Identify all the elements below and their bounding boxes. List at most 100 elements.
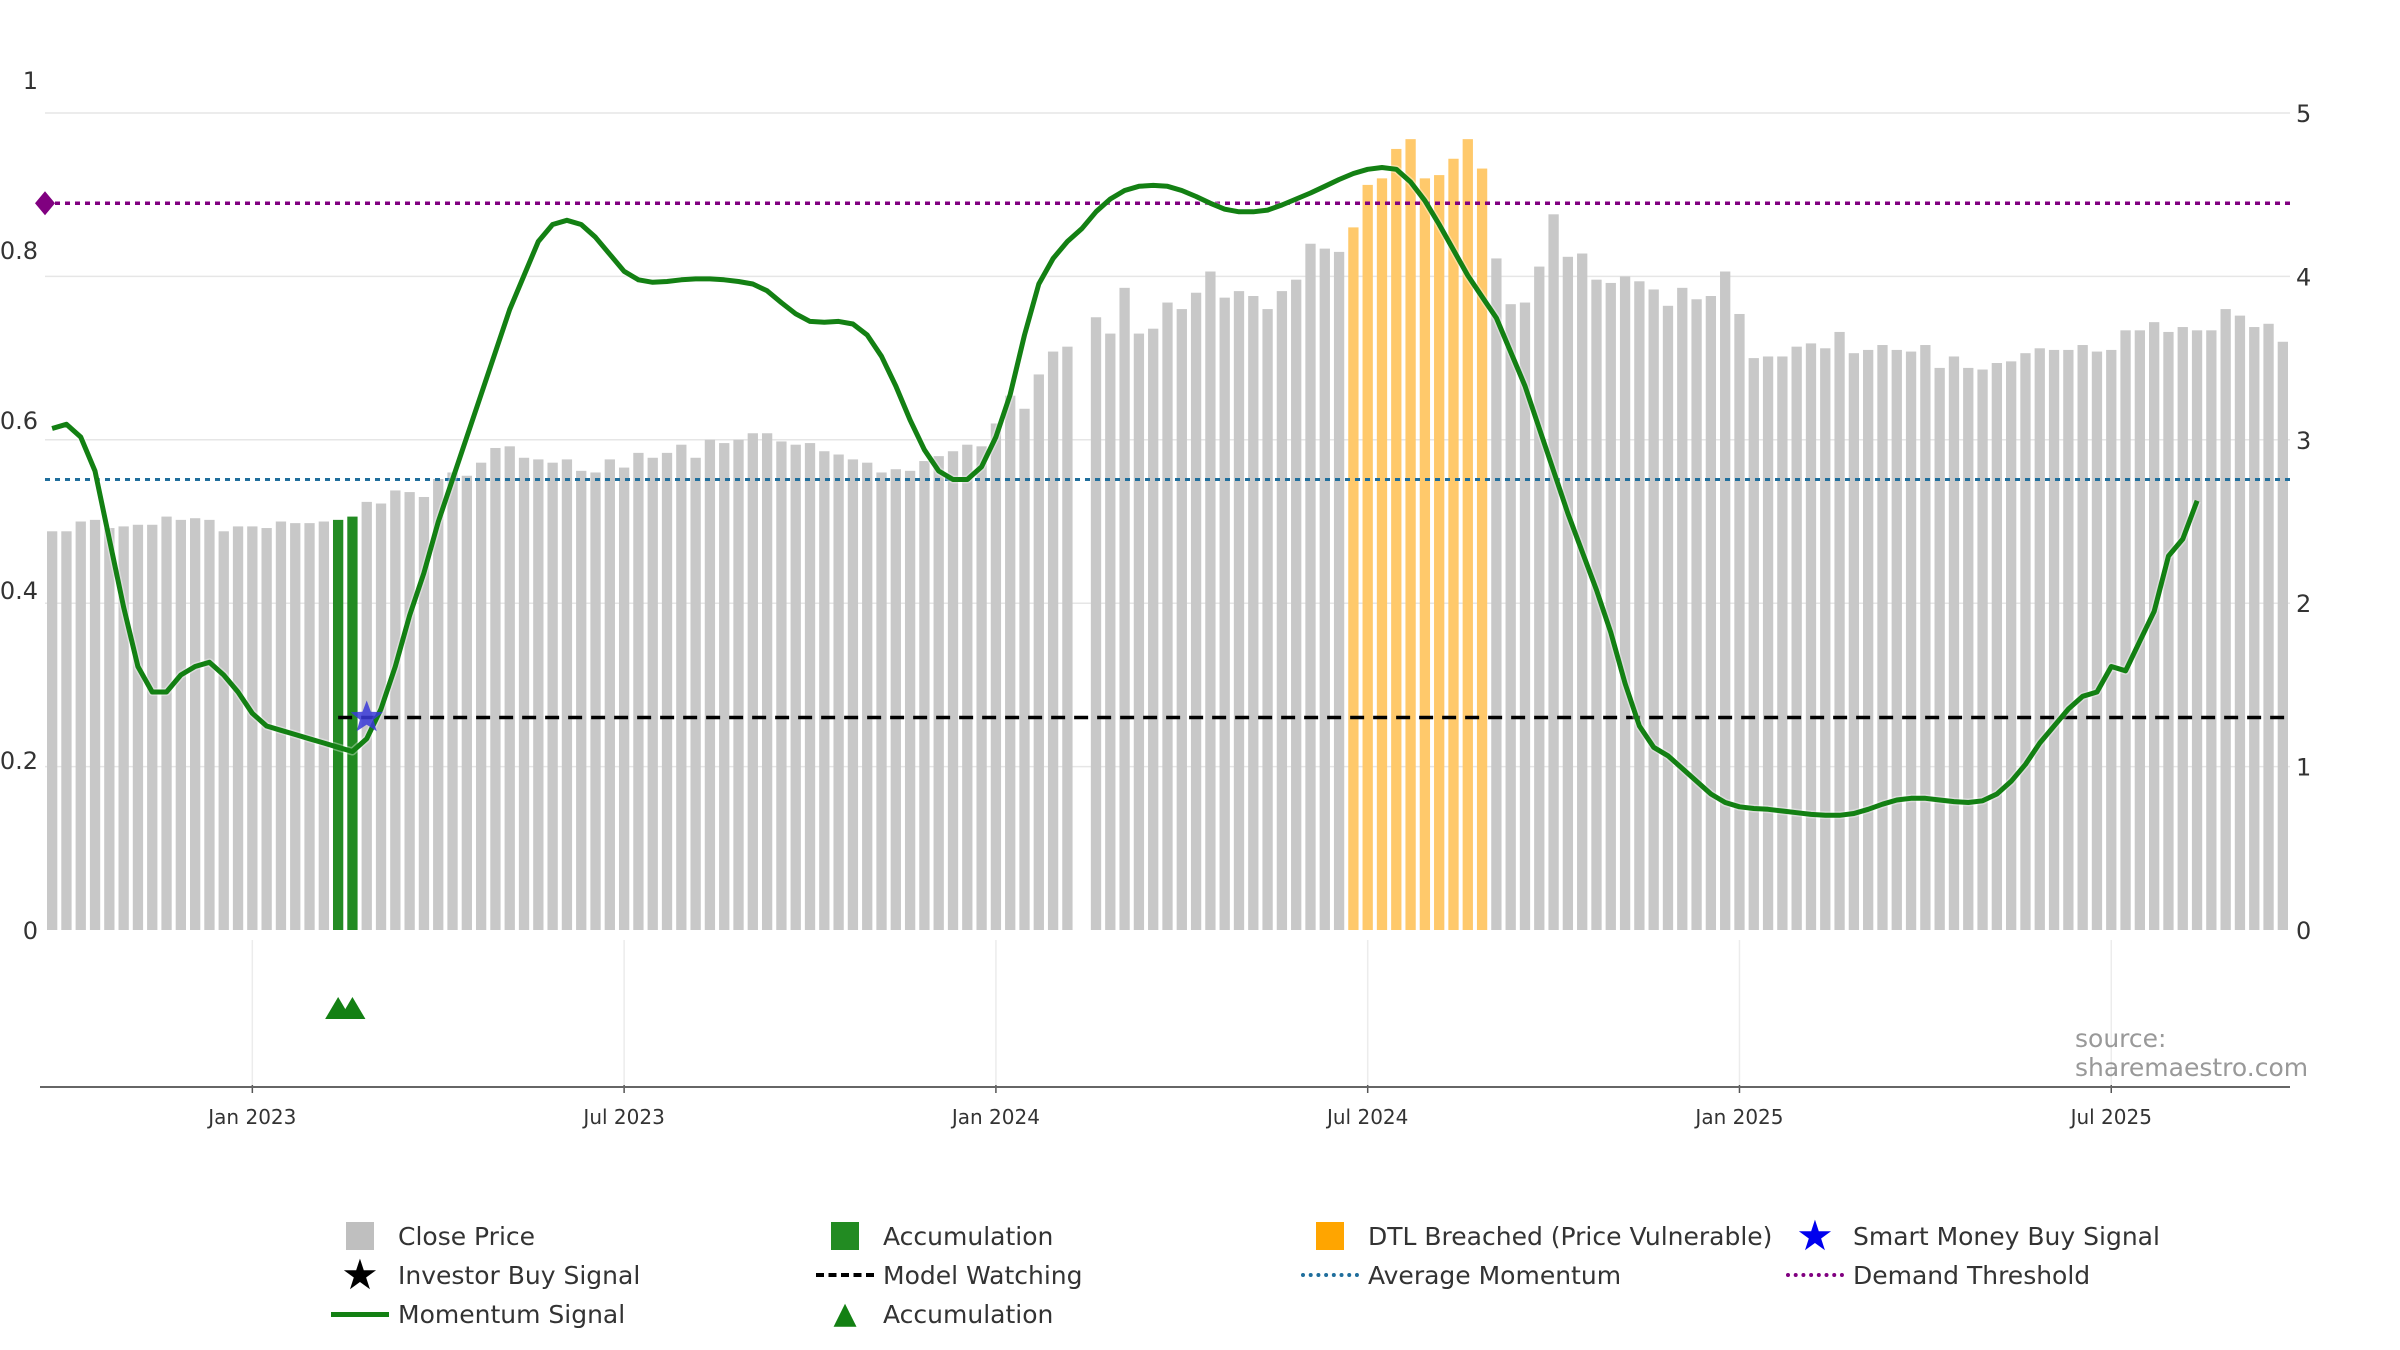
- close-price-bar: [1162, 302, 1173, 930]
- close-price-bar: [1105, 333, 1116, 931]
- close-price-bar: [1977, 369, 1988, 931]
- close-price-bar: [1176, 309, 1187, 931]
- dtl-breached-bar: [1376, 178, 1388, 931]
- close-price-bar: [433, 479, 444, 930]
- x-tick-label: Jan 2024: [950, 1105, 1040, 1129]
- demand-threshold-diamond: [35, 191, 55, 216]
- dtl-breached-bar: [1476, 168, 1488, 930]
- close-price-bar: [1062, 346, 1073, 930]
- markers: [325, 700, 383, 1019]
- close-price-bar: [590, 472, 601, 930]
- dtl-breached-bar: [1462, 139, 1473, 931]
- right-tick-label: 4: [2296, 263, 2311, 291]
- close-price-bar: [232, 526, 244, 930]
- close-price-bar: [1991, 363, 2003, 930]
- close-price-bar: [2249, 327, 2260, 931]
- close-price-bar: [1619, 276, 1631, 930]
- close-price-bar: [418, 496, 430, 930]
- close-price-bar: [218, 531, 229, 930]
- close-price-bar: [933, 456, 944, 930]
- close-price-bar: [1491, 258, 1502, 930]
- close-price-bar: [1777, 356, 1788, 930]
- close-price-bar: [1920, 345, 1931, 930]
- close-price-bar: [61, 531, 72, 930]
- close-price-bar: [1591, 279, 1602, 931]
- x-tick-label: Jan 2023: [206, 1105, 296, 1129]
- momentum-signal-line: [51, 165, 2200, 818]
- close-price-bar: [1805, 343, 1817, 930]
- close-price-bar: [919, 461, 930, 930]
- close-price-bar: [661, 452, 673, 930]
- close-price-bar: [2149, 322, 2160, 931]
- close-price-bar: [1548, 214, 1559, 931]
- close-price-bar: [1219, 297, 1230, 931]
- close-price-bar: [1834, 331, 1845, 930]
- left-tick-label: 0.6: [0, 407, 38, 435]
- close-price-bar: [490, 447, 501, 930]
- close-price-bar: [1119, 287, 1130, 930]
- close-price-bar: [761, 433, 773, 930]
- x-tick-label: Jul 2023: [581, 1105, 664, 1129]
- close-price-bar: [1634, 281, 1645, 930]
- close-price-bar: [1762, 356, 1774, 930]
- close-price-bar: [847, 459, 859, 930]
- close-price-bar: [1291, 279, 1302, 931]
- close-price-bar: [1562, 256, 1574, 930]
- close-price-bar: [2077, 345, 2088, 930]
- close-price-bar: [1019, 408, 1030, 930]
- close-price-bar: [2206, 330, 2217, 930]
- close-price-bar: [862, 462, 873, 930]
- close-price-bar: [2277, 341, 2288, 930]
- close-price-bar: [375, 503, 387, 930]
- close-price-bar: [104, 528, 115, 930]
- close-price-bar: [676, 444, 687, 930]
- close-price-bar: [2177, 327, 2188, 931]
- close-price-bar: [75, 521, 86, 930]
- close-price-bar: [1205, 271, 1216, 930]
- close-price-bar: [604, 459, 615, 930]
- close-price-bar: [2220, 309, 2231, 931]
- close-price-bar: [1519, 302, 1531, 930]
- x-tick-label: Jul 2024: [1325, 1105, 1408, 1129]
- close-price-bar: [2020, 353, 2031, 930]
- close-price-bar: [1791, 346, 1802, 930]
- close-price-bar: [1090, 317, 1102, 930]
- close-price-bar: [1820, 348, 1831, 930]
- close-price-bar: [1577, 253, 1588, 931]
- close-price-bar: [819, 451, 830, 930]
- close-price-bar: [2120, 330, 2131, 930]
- right-tick-label: 3: [2296, 427, 2311, 455]
- dtl-breached-bar: [1434, 175, 1445, 931]
- close-price-bar: [1005, 395, 1016, 930]
- close-price-bar: [1934, 367, 1945, 930]
- x-tick-label: Jul 2025: [2069, 1105, 2152, 1129]
- close-price-bar: [2263, 323, 2274, 930]
- close-price-bar: [1720, 271, 1731, 930]
- left-tick-label: 0.2: [0, 747, 38, 775]
- close-price-bar: [1248, 296, 1259, 930]
- close-price-bar: [161, 516, 172, 930]
- close-price-bar: [461, 475, 472, 930]
- close-price-bar: [690, 457, 701, 930]
- close-price-bar: [561, 459, 573, 930]
- dtl-breached-bar: [1348, 227, 1359, 930]
- close-price-bar: [719, 443, 730, 930]
- close-price-bar: [2106, 349, 2117, 930]
- smart-money-buy-star: [350, 700, 383, 732]
- close-price-bar: [704, 439, 716, 930]
- close-price-bar: [618, 467, 630, 930]
- close-price-bar: [890, 469, 901, 930]
- close-price-bar: [390, 490, 401, 930]
- close-price-bar: [1148, 328, 1159, 930]
- close-price-bar: [547, 462, 558, 930]
- close-price-bar: [533, 459, 544, 930]
- close-price-bar: [318, 521, 329, 930]
- close-price-bar: [1276, 291, 1288, 931]
- close-price-bar: [647, 457, 658, 930]
- close-price-bar: [247, 526, 258, 930]
- dtl-breached-bar: [1362, 184, 1373, 930]
- close-price-bar: [47, 531, 58, 930]
- close-price-bar: [1877, 345, 1888, 930]
- close-price-bar: [2048, 349, 2060, 930]
